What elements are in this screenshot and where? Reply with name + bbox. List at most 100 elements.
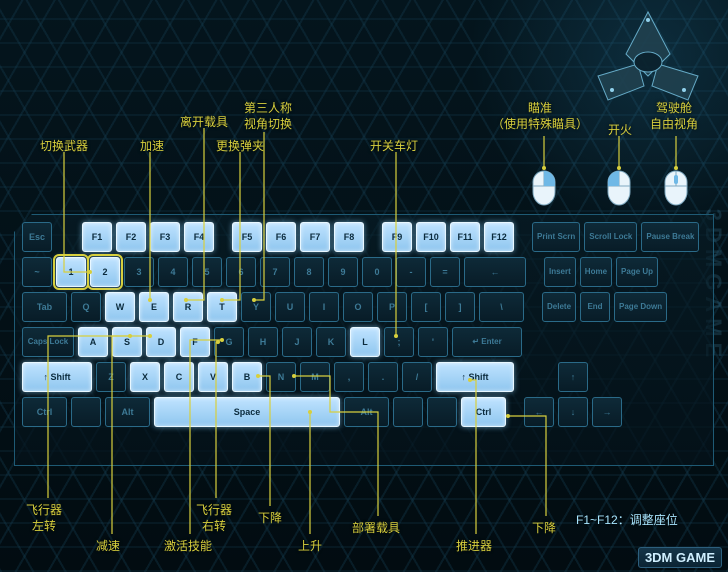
key-end: End [580,292,610,322]
key-rwin [393,397,423,427]
key-enter: ↵ Enter [452,327,522,357]
key-5: 5 [192,257,222,287]
key-f3: F3 [150,222,180,252]
key-h: H [248,327,278,357]
keyboard: Esc F1 F2 F3 F4 F5 F6 F7 F8 F9 F10 F11 F… [22,222,706,432]
key-left: ← [524,397,554,427]
key-f10: F10 [416,222,446,252]
key-slash: / [402,362,432,392]
key-f5: F5 [232,222,262,252]
key-row-function: Esc F1 F2 F3 F4 F5 F6 F7 F8 F9 F10 F11 F… [22,222,706,252]
key-d: D [146,327,176,357]
key-f9: F9 [382,222,412,252]
key-tilde: ~ [22,257,52,287]
key-l: L [350,327,380,357]
mouse-middle-icon [663,170,689,206]
key-s: S [112,327,142,357]
key-u: U [275,292,305,322]
key-q: Q [71,292,101,322]
key-home: Home [580,257,612,287]
label-deploy-vehicle: 部署载具 [352,520,400,536]
label-heli-left: 飞行器 左转 [26,502,62,534]
key-insert: Insert [544,257,576,287]
key-space: Space [154,397,340,427]
key-t: T [207,292,237,322]
label-thruster: 推进器 [456,538,492,554]
key-row-qwerty: Tab Q W E R T Y U I O P [ ] \ Delete End… [22,292,706,322]
label-ascend: 上升 [298,538,322,554]
key-4: 4 [158,257,188,287]
key-f11: F11 [450,222,480,252]
key-e: E [139,292,169,322]
key-comma: , [334,362,364,392]
label-descend2: 下降 [532,520,556,536]
key-pgup: Page Up [616,257,658,287]
mouse-right-icon [531,170,557,206]
key-prtsc: Print Scrn [532,222,580,252]
key-n: N [266,362,296,392]
key-f1: F1 [82,222,112,252]
key-0: 0 [362,257,392,287]
key-r: R [173,292,203,322]
key-w: W [105,292,135,322]
label-cockpit-free: 驾驶舱 自由视角 [650,100,698,132]
key-rbracket: ] [445,292,475,322]
key-i: I [309,292,339,322]
label-fire: 开火 [608,122,632,138]
key-y: Y [241,292,271,322]
key-ralt: Alt [344,397,389,427]
key-row-bottom: Ctrl Alt Space Alt Ctrl ← ↓ → [22,397,706,427]
key-row-numbers: ~ 1 2 3 4 5 6 7 8 9 0 - = ← Insert Home … [22,257,706,287]
key-f7: F7 [300,222,330,252]
key-backslash: \ [479,292,524,322]
key-rshift: ↑ Shift [436,362,514,392]
key-g: G [214,327,244,357]
key-right: → [592,397,622,427]
logo-badge: 3DM GAME [638,547,722,568]
key-a: A [78,327,108,357]
label-descend: 下降 [258,510,282,526]
label-reload: 更换弹夹 [216,138,264,154]
key-capslock: Caps Lock [22,327,74,357]
key-x: X [130,362,160,392]
key-lshift: ↑ Shift [22,362,92,392]
label-aim: 瞄准 （使用特殊瞄具） [492,100,588,132]
key-backspace: ← [464,257,526,287]
key-c: C [164,362,194,392]
key-j: J [282,327,312,357]
key-menu [427,397,457,427]
key-1: 1 [56,257,86,287]
key-z: Z [96,362,126,392]
key-scrl: Scroll Lock [584,222,637,252]
key-8: 8 [294,257,324,287]
key-lwin [71,397,101,427]
key-f6: F6 [266,222,296,252]
key-9: 9 [328,257,358,287]
key-lbracket: [ [411,292,441,322]
label-accelerate: 加速 [140,138,164,154]
key-rctrl: Ctrl [461,397,506,427]
label-activate-skill: 激活技能 [164,538,212,554]
key-f: F [180,327,210,357]
key-delete: Delete [542,292,576,322]
key-equals: = [430,257,460,287]
key-quote: ' [418,327,448,357]
key-f4: F4 [184,222,214,252]
key-semicolon: ; [384,327,414,357]
label-decelerate: 减速 [96,538,120,554]
key-m: M [300,362,330,392]
label-leave-vehicle: 离开载具 [180,114,228,130]
key-lctrl: Ctrl [22,397,67,427]
key-f8: F8 [334,222,364,252]
key-v: V [198,362,228,392]
label-heli-right: 飞行器 右转 [196,502,232,534]
key-k: K [316,327,346,357]
label-headlights: 开关车灯 [370,138,418,154]
key-o: O [343,292,373,322]
key-row-zxcv: ↑ Shift Z X C V B N M , . / ↑ Shift ↑ [22,362,706,392]
key-2: 2 [90,257,120,287]
key-3: 3 [124,257,154,287]
key-period: . [368,362,398,392]
label-third-person: 第三人称 视角切换 [244,100,292,132]
key-7: 7 [260,257,290,287]
